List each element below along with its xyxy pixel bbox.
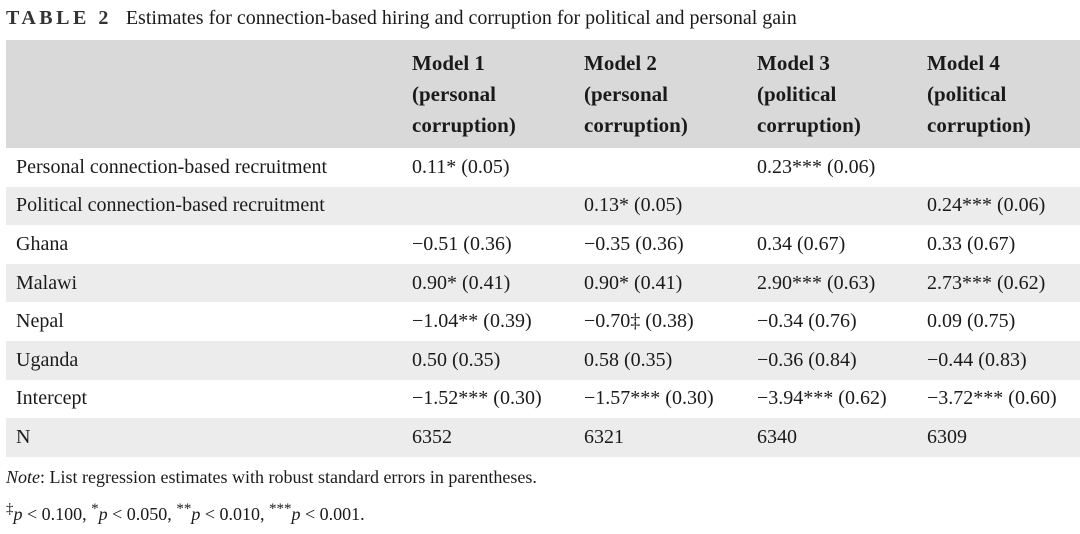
- column-header-line: corruption): [584, 112, 688, 137]
- column-header-model-1: Model 1 (personal corruption): [406, 40, 578, 148]
- note-lead: Note: [6, 467, 40, 487]
- table-cell: [578, 148, 751, 187]
- table-row: Uganda 0.50 (0.35) 0.58 (0.35) −0.36 (0.…: [6, 340, 1080, 380]
- row-label: Uganda: [16, 348, 79, 371]
- sig-mark: ***: [268, 501, 292, 517]
- sig-mark: *: [91, 501, 99, 517]
- table-cell: −0.44 (0.83): [927, 348, 1027, 371]
- table-cell: 0.34 (0.67): [757, 232, 846, 255]
- note-line: Note: List regression estimates with rob…: [6, 461, 537, 493]
- sig-threshold: < 0.050,: [107, 504, 177, 524]
- table-cell: 6352: [412, 425, 452, 448]
- table-cell: 0.90* (0.41): [412, 271, 511, 294]
- table-cell: −1.57*** (0.30): [584, 387, 714, 410]
- row-label: Personal connection-based recruitment: [16, 155, 327, 178]
- table-header: Model 1 (personal corruption) Model 2 (pers…: [6, 40, 1080, 148]
- table-cell: −3.72*** (0.60): [927, 387, 1057, 410]
- table-cell: −0.36 (0.84): [757, 348, 857, 371]
- table-row: N 6352 6321 6340 6309: [6, 418, 1080, 457]
- table-cell: 0.13* (0.05): [584, 194, 683, 217]
- table-notes: Note: List regression estimates with rob…: [6, 461, 537, 530]
- table-cell: 0.23*** (0.06): [757, 155, 876, 178]
- table-row: Intercept −1.52*** (0.30) −1.57*** (0.30…: [6, 380, 1080, 419]
- column-header-line: Model 3: [757, 50, 830, 75]
- column-header-line: corruption): [412, 112, 516, 137]
- column-header-line: (personal: [584, 81, 668, 106]
- row-label: Intercept: [16, 387, 88, 410]
- sig-var: p: [191, 504, 201, 524]
- sig-mark: **: [176, 501, 192, 517]
- table-cell: 0.33 (0.67): [927, 232, 1016, 255]
- table-cell: 0.09 (0.75): [927, 310, 1016, 333]
- table-title: Estimates for connection-based hiring an…: [125, 6, 797, 29]
- column-header-line: corruption): [927, 112, 1031, 137]
- column-header-line: Model 4: [927, 50, 1000, 75]
- note-text: : List regression estimates with robust …: [40, 467, 537, 487]
- row-label: Political connection-based recruitment: [16, 194, 325, 217]
- sig-threshold: < 0.010,: [200, 504, 269, 524]
- table-row: Personal connection-based recruitment 0.…: [6, 148, 1080, 187]
- row-label: Ghana: [16, 232, 69, 255]
- table-row: Malawi 0.90* (0.41) 0.90* (0.41) 2.90***…: [6, 263, 1080, 303]
- table-cell: 2.73*** (0.62): [927, 271, 1046, 294]
- table-cell: −1.04** (0.39): [412, 310, 532, 333]
- table-cell: −0.35 (0.36): [584, 232, 684, 255]
- table-cell: 2.90*** (0.63): [757, 271, 876, 294]
- column-header-line: (political: [927, 81, 1007, 106]
- table-cell: 0.90* (0.41): [584, 271, 683, 294]
- table-cell: −1.52*** (0.30): [412, 387, 542, 410]
- table-row: Nepal −1.04** (0.39) −0.70‡ (0.38) −0.34…: [6, 302, 1080, 341]
- column-header-line: (political: [757, 81, 837, 106]
- column-header-model-3: Model 3 (political corruption): [751, 40, 921, 148]
- column-header-line: Model 2: [584, 50, 657, 75]
- table-cell: 0.24*** (0.06): [927, 194, 1046, 217]
- table-cell: −0.34 (0.76): [757, 310, 857, 333]
- results-table: Model 1 (personal corruption) Model 2 (pers…: [6, 40, 1080, 457]
- sig-threshold: < 0.100,: [22, 504, 92, 524]
- column-header-line: corruption): [757, 112, 861, 137]
- table-cell: −3.94*** (0.62): [757, 387, 887, 410]
- table-cell: [751, 187, 921, 226]
- row-label: Malawi: [16, 271, 78, 294]
- header-stub: [6, 40, 406, 148]
- row-label: Nepal: [16, 310, 64, 333]
- column-header-line: Model 1: [412, 50, 485, 75]
- header-row: Model 1 (personal corruption) Model 2 (pers…: [6, 40, 1080, 148]
- sig-var: p: [13, 504, 23, 524]
- table-body: Personal connection-based recruitment 0.…: [6, 148, 1080, 457]
- table-cell: 0.58 (0.35): [584, 348, 673, 371]
- column-header-line: (personal: [412, 81, 496, 106]
- table-label: TABLE 2: [6, 6, 112, 29]
- column-header-model-4: Model 4 (political corruption): [921, 40, 1080, 148]
- table-cell: −0.70‡ (0.38): [584, 310, 694, 333]
- significance-legend: ‡p < 0.100, *p < 0.050, **p < 0.010, ***…: [6, 493, 537, 530]
- table-caption: TABLE 2 Estimates for connection-based h…: [6, 4, 797, 32]
- sig-var: p: [98, 504, 108, 524]
- table-cell: −0.51 (0.36): [412, 232, 512, 255]
- sig-threshold: < 0.001.: [300, 504, 365, 524]
- table-cell: 6321: [584, 425, 624, 448]
- table-cell: [921, 148, 1080, 187]
- sig-var: p: [291, 504, 301, 524]
- sig-mark: ‡: [6, 501, 14, 517]
- table-cell: 0.50 (0.35): [412, 348, 501, 371]
- table-row: Ghana −0.51 (0.36) −0.35 (0.36) 0.34 (0.…: [6, 225, 1080, 264]
- table-row: Political connection-based recruitment 0…: [6, 186, 1080, 226]
- column-header-model-2: Model 2 (personal corruption): [578, 40, 751, 148]
- table-cell: 6340: [757, 425, 797, 448]
- table-cell: 6309: [927, 425, 967, 448]
- row-label: N: [16, 425, 31, 448]
- table-cell: 0.11* (0.05): [412, 155, 510, 178]
- table-cell: [406, 187, 578, 226]
